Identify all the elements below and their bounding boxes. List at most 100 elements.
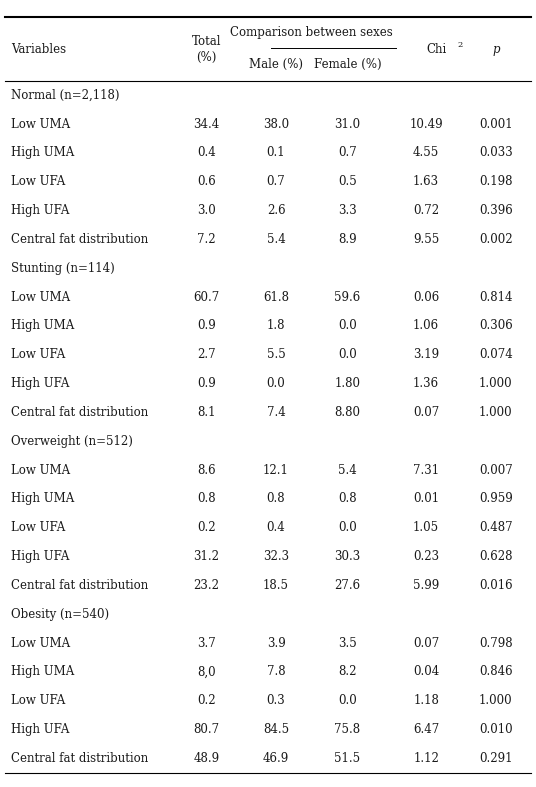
Text: 0.074: 0.074 <box>479 348 512 361</box>
Text: 7.4: 7.4 <box>267 406 285 419</box>
Text: 1.63: 1.63 <box>413 176 439 188</box>
Text: 3.3: 3.3 <box>338 204 356 217</box>
Text: 2.7: 2.7 <box>197 348 215 361</box>
Text: 10.49: 10.49 <box>410 117 443 131</box>
Text: Stunting (n=114): Stunting (n=114) <box>11 262 115 275</box>
Text: 3.0: 3.0 <box>197 204 215 217</box>
Text: 23.2: 23.2 <box>193 579 219 592</box>
Text: Central fat distribution: Central fat distribution <box>11 233 148 246</box>
Text: Low UMA: Low UMA <box>11 637 70 649</box>
Text: High UFA: High UFA <box>11 723 69 736</box>
Text: 59.6: 59.6 <box>334 290 360 304</box>
Text: 8.2: 8.2 <box>338 665 356 678</box>
Text: p: p <box>492 42 500 56</box>
Text: 0.04: 0.04 <box>413 665 439 678</box>
Text: 1.36: 1.36 <box>413 377 439 390</box>
Text: 5.4: 5.4 <box>338 464 356 477</box>
Text: 9.55: 9.55 <box>413 233 439 246</box>
Text: 4.55: 4.55 <box>413 146 439 159</box>
Text: Low UFA: Low UFA <box>11 694 65 708</box>
Text: 8.9: 8.9 <box>338 233 356 246</box>
Text: 0.06: 0.06 <box>413 290 439 304</box>
Text: 84.5: 84.5 <box>263 723 289 736</box>
Text: 0.7: 0.7 <box>338 146 356 159</box>
Text: 0.23: 0.23 <box>413 550 439 563</box>
Text: 0.4: 0.4 <box>267 521 285 534</box>
Text: 5.5: 5.5 <box>267 348 285 361</box>
Text: 0.628: 0.628 <box>479 550 512 563</box>
Text: 0.8: 0.8 <box>338 493 356 505</box>
Text: Central fat distribution: Central fat distribution <box>11 406 148 419</box>
Text: Central fat distribution: Central fat distribution <box>11 579 148 592</box>
Text: 0.007: 0.007 <box>479 464 512 477</box>
Text: Chi: Chi <box>426 42 446 56</box>
Text: 18.5: 18.5 <box>263 579 289 592</box>
Text: 32.3: 32.3 <box>263 550 289 563</box>
Text: 0.8: 0.8 <box>267 493 285 505</box>
Text: 0.959: 0.959 <box>479 493 512 505</box>
Text: High UMA: High UMA <box>11 146 74 159</box>
Text: 0.72: 0.72 <box>413 204 439 217</box>
Text: 31.2: 31.2 <box>193 550 219 563</box>
Text: 0.0: 0.0 <box>338 348 356 361</box>
Text: 1.8: 1.8 <box>267 320 285 332</box>
Text: High UFA: High UFA <box>11 550 69 563</box>
Text: 0.2: 0.2 <box>197 694 215 708</box>
Text: Overweight (n=512): Overweight (n=512) <box>11 434 132 448</box>
Text: 0.0: 0.0 <box>267 377 285 390</box>
Text: 31.0: 31.0 <box>334 117 360 131</box>
Text: 6.47: 6.47 <box>413 723 439 736</box>
Text: Female (%): Female (%) <box>314 57 381 71</box>
Text: 0.033: 0.033 <box>479 146 512 159</box>
Text: 0.3: 0.3 <box>267 694 285 708</box>
Text: 60.7: 60.7 <box>193 290 219 304</box>
Text: 8,0: 8,0 <box>197 665 215 678</box>
Text: Obesity (n=540): Obesity (n=540) <box>11 608 109 621</box>
Text: 1.000: 1.000 <box>479 406 512 419</box>
Text: High UMA: High UMA <box>11 493 74 505</box>
Text: 0.9: 0.9 <box>197 320 215 332</box>
Text: Total
(%): Total (%) <box>191 35 221 64</box>
Text: 3.9: 3.9 <box>267 637 285 649</box>
Text: 3.5: 3.5 <box>338 637 356 649</box>
Text: 0.1: 0.1 <box>267 146 285 159</box>
Text: 0.016: 0.016 <box>479 579 512 592</box>
Text: 38.0: 38.0 <box>263 117 289 131</box>
Text: Low UFA: Low UFA <box>11 176 65 188</box>
Text: Central fat distribution: Central fat distribution <box>11 752 148 765</box>
Text: Male (%): Male (%) <box>249 57 303 71</box>
Text: 3.19: 3.19 <box>413 348 439 361</box>
Text: Low UMA: Low UMA <box>11 290 70 304</box>
Text: 27.6: 27.6 <box>334 579 360 592</box>
Text: 0.846: 0.846 <box>479 665 512 678</box>
Text: 80.7: 80.7 <box>193 723 219 736</box>
Text: 0.8: 0.8 <box>197 493 215 505</box>
Text: 1.18: 1.18 <box>413 694 439 708</box>
Text: 0.0: 0.0 <box>338 521 356 534</box>
Text: High UMA: High UMA <box>11 320 74 332</box>
Text: 8.1: 8.1 <box>197 406 215 419</box>
Text: 1.12: 1.12 <box>413 752 439 765</box>
Text: 0.0: 0.0 <box>338 320 356 332</box>
Text: 30.3: 30.3 <box>334 550 360 563</box>
Text: Variables: Variables <box>11 42 66 56</box>
Text: 0.07: 0.07 <box>413 637 439 649</box>
Text: 0.198: 0.198 <box>479 176 512 188</box>
Text: 0.814: 0.814 <box>479 290 512 304</box>
Text: High UMA: High UMA <box>11 665 74 678</box>
Text: 0.4: 0.4 <box>197 146 215 159</box>
Text: 7.8: 7.8 <box>267 665 285 678</box>
Text: 2: 2 <box>457 41 463 49</box>
Text: 0.798: 0.798 <box>479 637 512 649</box>
Text: 1.06: 1.06 <box>413 320 439 332</box>
Text: 46.9: 46.9 <box>263 752 289 765</box>
Text: 1.80: 1.80 <box>334 377 360 390</box>
Text: 1.05: 1.05 <box>413 521 439 534</box>
Text: 1.000: 1.000 <box>479 377 512 390</box>
Text: 0.002: 0.002 <box>479 233 512 246</box>
Text: Normal (n=2,118): Normal (n=2,118) <box>11 89 119 102</box>
Text: 0.2: 0.2 <box>197 521 215 534</box>
Text: 0.9: 0.9 <box>197 377 215 390</box>
Text: 0.01: 0.01 <box>413 493 439 505</box>
Text: 0.6: 0.6 <box>197 176 215 188</box>
